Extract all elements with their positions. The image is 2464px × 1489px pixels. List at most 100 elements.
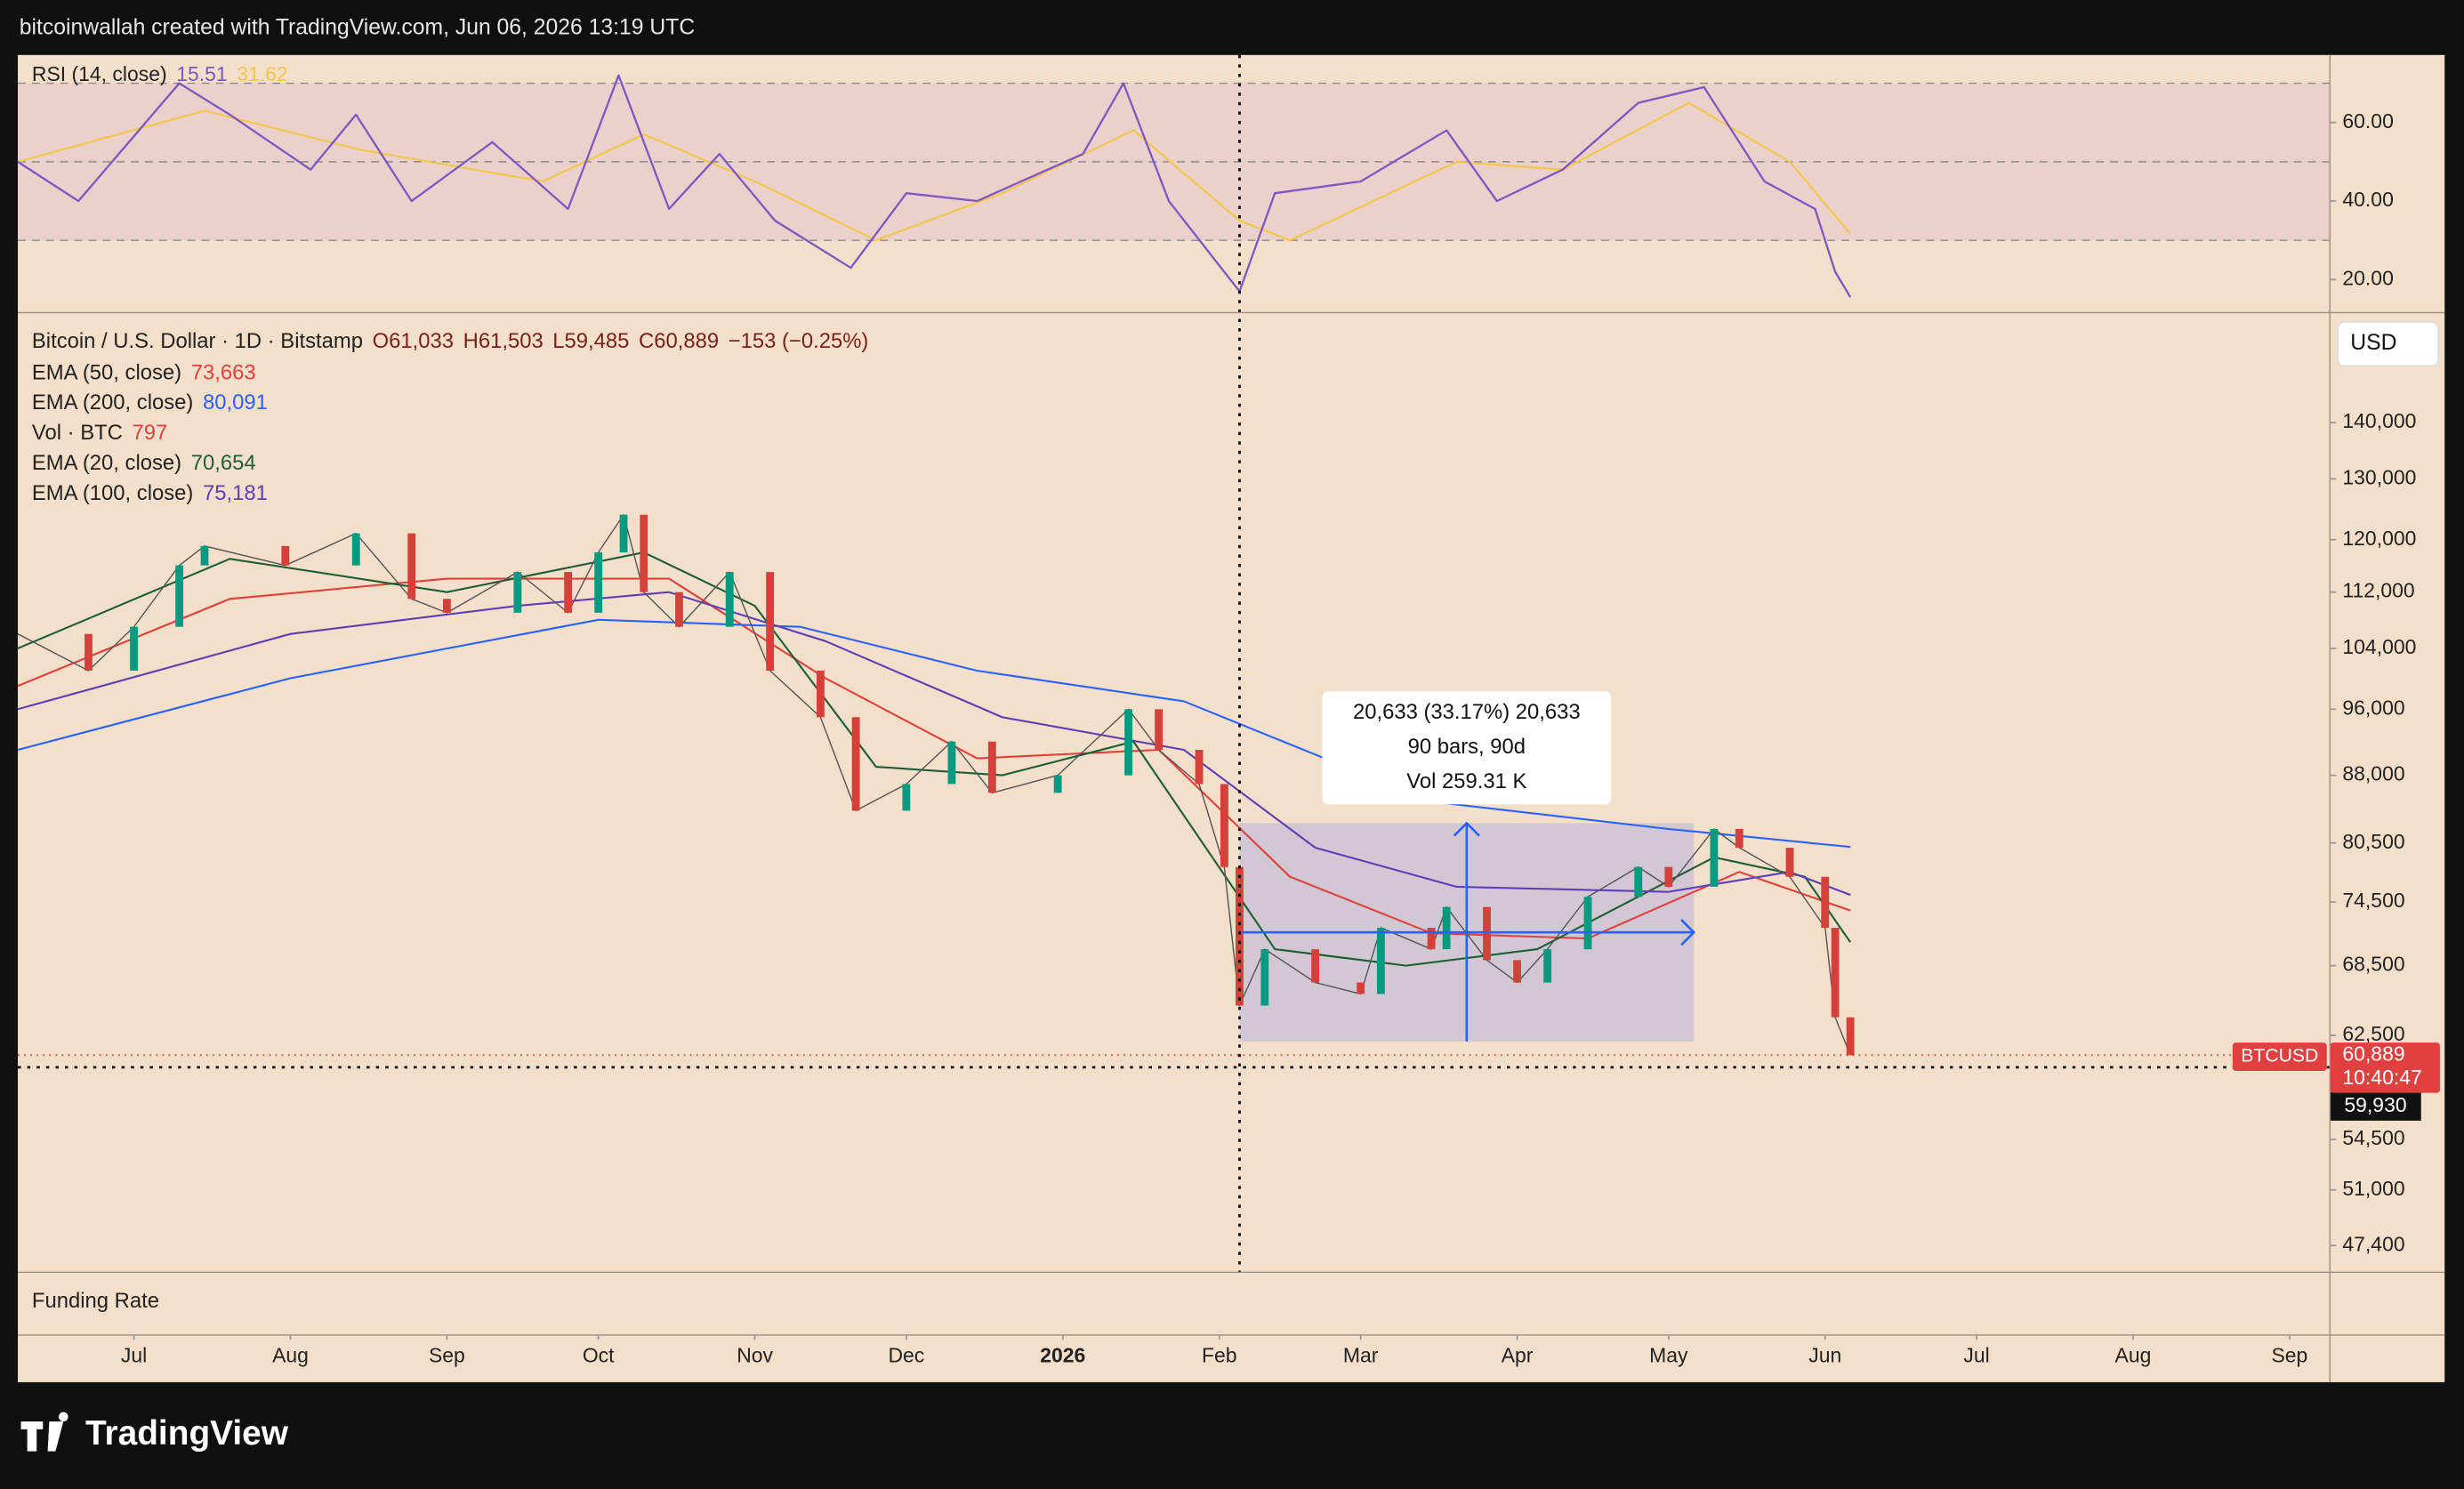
price-tick-label: 74,500 [2342, 889, 2404, 912]
last-price-value: 60,889 [2342, 1042, 2404, 1065]
time-tick-label: Jun [1808, 1344, 1841, 1367]
price-candle [640, 514, 648, 592]
indicator-legend: EMA (20, close) 70,654 [32, 451, 256, 475]
rsi-legend-label: RSI (14, close) [32, 62, 167, 85]
main-legend-title: Bitcoin / U.S. Dollar · 1D · Bitstamp [32, 329, 363, 353]
price-candle [987, 741, 996, 793]
price-tick-label: 47,400 [2342, 1232, 2404, 1255]
chart-frame [18, 54, 2445, 1382]
indicator-label: EMA (20, close) [32, 451, 181, 475]
indicator-legend: EMA (200, close) 80,091 [32, 390, 268, 415]
price-candle [619, 514, 628, 553]
indicator-label: EMA (50, close) [32, 361, 181, 385]
time-tick-label: Mar [1343, 1344, 1379, 1367]
price-candle [725, 572, 734, 627]
indicator-value: 73,663 [191, 361, 256, 385]
ohlc-value: L59,485 [552, 329, 629, 353]
ohlc-value: H61,503 [463, 329, 544, 353]
measure-text: 20,633 (33.17%) 20,633 [1353, 700, 1581, 724]
rsi-tick-label: 40.00 [2342, 188, 2393, 211]
price-tick-label: 140,000 [2342, 409, 2416, 432]
ohlc-value: −153 (−0.25%) [729, 329, 869, 353]
price-candle [1831, 928, 1840, 1018]
price-candle [443, 599, 451, 613]
ema-line [17, 551, 1852, 967]
price-candle [1053, 775, 1062, 793]
price-candle [1664, 866, 1673, 887]
indicator-label: EMA (200, close) [32, 390, 193, 415]
price-candle [200, 545, 209, 566]
price-candle [1311, 949, 1319, 983]
price-candle [594, 552, 603, 613]
time-tick-label: Nov [737, 1344, 773, 1367]
header: bitcoinwallah created with TradingView.c… [20, 15, 695, 39]
price-candle [1376, 928, 1385, 994]
time-tick-label: Aug [272, 1344, 309, 1367]
price-candle [1821, 876, 1830, 929]
price-candle [281, 545, 290, 566]
ema-line [17, 591, 1851, 897]
indicator-legend: EMA (100, close) 75,181 [32, 481, 268, 505]
funding-label: Funding Rate [32, 1289, 159, 1313]
time-tick-label: Apr [1502, 1344, 1534, 1367]
price-candle [175, 565, 184, 627]
price-tick-label: 112,000 [2342, 579, 2414, 602]
price-tick-label: 130,000 [2342, 465, 2416, 488]
price-candle [1427, 928, 1436, 950]
last-price-countdown: 10:40:47 [2342, 1066, 2421, 1089]
time-tick-label: Sep [2271, 1344, 2307, 1367]
price-tick-label: 54,500 [2342, 1126, 2404, 1149]
price-candle [947, 741, 956, 785]
rsi-legend-value: 15.51 [176, 62, 227, 85]
price-candle [1785, 848, 1794, 877]
time-tick-label: Dec [888, 1344, 924, 1367]
rsi-tick-label: 60.00 [2342, 109, 2393, 133]
measure-arrowhead-h [1680, 919, 1696, 946]
currency-label: USD [2350, 331, 2396, 355]
price-candle [816, 670, 825, 718]
price-candle [513, 572, 522, 613]
rsi-legend-value: 31.62 [237, 62, 287, 85]
indicator-value: 70,654 [191, 451, 256, 475]
indicator-label: Vol · BTC [32, 421, 123, 445]
price-tick-label: 96,000 [2342, 696, 2404, 719]
price-line [17, 513, 1851, 1056]
rsi-legend: RSI (14, close) 15.51 31.62 [32, 62, 288, 85]
time-tick-label: Jul [121, 1344, 147, 1367]
price-candle [85, 633, 93, 671]
logo-icon [20, 1412, 68, 1452]
time-tick-label: May [1649, 1344, 1688, 1367]
last-price-symbol-bg [2232, 1042, 2327, 1071]
rsi-ma-line [17, 101, 1852, 242]
price-candle [564, 572, 573, 613]
price-candle [1634, 866, 1643, 897]
measure-text: Vol 259.31 K [1406, 769, 1526, 793]
price-candle [1442, 906, 1451, 950]
time-tick-label: Jul [1963, 1344, 1989, 1367]
last-price-symbol: BTCUSD [2241, 1046, 2318, 1066]
time-tick-label: Oct [583, 1344, 615, 1367]
indicator-value: 797 [132, 421, 167, 445]
measure-arrowhead-v [1453, 821, 1480, 837]
price-candle [1543, 949, 1552, 983]
main-legend: Bitcoin / U.S. Dollar · 1D · Bitstamp O61… [32, 329, 868, 353]
price-candle [766, 572, 775, 671]
ohlc-value: C60,889 [639, 329, 719, 353]
currency-button [2337, 321, 2440, 367]
price-candle [851, 717, 860, 811]
price-candle [407, 533, 416, 600]
price-tick-label: 120,000 [2342, 527, 2416, 550]
time-tick-label: Feb [1202, 1344, 1237, 1367]
price-candle [130, 626, 138, 671]
time-tick-label: Sep [429, 1344, 465, 1367]
indicator-label: EMA (100, close) [32, 481, 193, 505]
time-tick-label: Aug [2115, 1344, 2152, 1367]
indicator-legend: Vol · BTC 797 [32, 421, 167, 445]
chart-layer: 60.00 40.00 20.00 RSI (14, close) 15.51 31.62… [17, 54, 2445, 1382]
price-tick-label: 80,500 [2342, 830, 2404, 853]
price-candle [351, 533, 360, 566]
price-candle [1513, 960, 1522, 983]
price-tick-label: 51,000 [2342, 1177, 2404, 1200]
